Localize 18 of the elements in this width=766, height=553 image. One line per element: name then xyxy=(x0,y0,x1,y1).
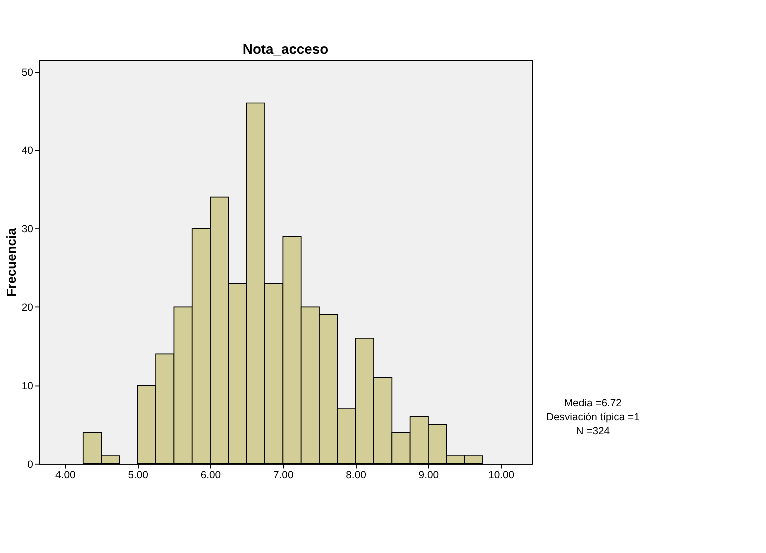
x-tick-label: 5.00 xyxy=(128,470,149,482)
x-tick-label: 8.00 xyxy=(346,470,367,482)
y-tick-label: 40 xyxy=(22,146,34,158)
text: Desviación típica =1 xyxy=(546,412,640,424)
x-tick-label: 6.00 xyxy=(200,470,222,482)
x-tick-label: 7.00 xyxy=(273,470,294,482)
chart-title: Nota_acceso xyxy=(242,41,329,58)
y-tick-label: 50 xyxy=(22,68,34,79)
y-axis-title: Frecuencia xyxy=(4,227,19,297)
x-tick-label: 9.00 xyxy=(418,470,440,482)
text: Media =6.72 xyxy=(564,398,622,410)
y-tick-label: 30 xyxy=(22,224,34,236)
x-tick-label: 10.00 xyxy=(488,470,515,482)
y-tick-label: 10 xyxy=(22,381,34,392)
y-tick-label: 20 xyxy=(22,303,34,314)
x-tick-label: 4.00 xyxy=(56,470,76,482)
y-tick-label: 0 xyxy=(28,460,34,471)
text: N =324 xyxy=(576,426,610,438)
